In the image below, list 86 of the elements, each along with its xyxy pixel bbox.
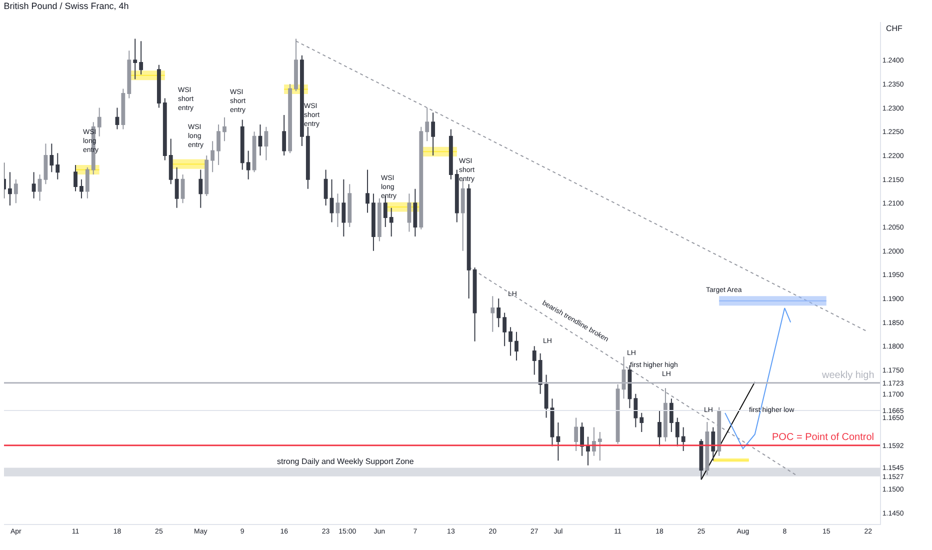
candlestick bbox=[246, 150, 250, 180]
candlestick bbox=[133, 38, 138, 80]
candlestick bbox=[538, 352, 542, 394]
candlestick bbox=[282, 114, 286, 156]
candlestick bbox=[222, 116, 226, 142]
candlestick bbox=[448, 128, 453, 180]
candlestick bbox=[168, 138, 173, 185]
band-label: strong Daily and Weekly Support Zone bbox=[277, 457, 414, 466]
candlestick bbox=[127, 50, 132, 99]
candlestick bbox=[156, 64, 161, 108]
candlestick bbox=[300, 54, 304, 146]
candlestick bbox=[628, 364, 632, 409]
candlestick bbox=[413, 188, 418, 238]
candlestick bbox=[407, 193, 412, 232]
candlestick bbox=[550, 398, 554, 447]
candlestick bbox=[97, 107, 102, 137]
candlestick bbox=[50, 143, 54, 173]
candlestick bbox=[204, 154, 209, 197]
candlestick bbox=[216, 124, 220, 166]
candlestick bbox=[664, 388, 668, 442]
candlestick bbox=[669, 398, 674, 432]
candlestick bbox=[330, 178, 334, 223]
candlestick bbox=[658, 410, 662, 447]
candlestick bbox=[264, 126, 268, 161]
candlestick bbox=[336, 193, 340, 228]
candlestick bbox=[348, 184, 352, 228]
candlestick bbox=[496, 298, 501, 328]
candlestick bbox=[252, 131, 256, 173]
candlestick bbox=[306, 126, 310, 190]
candlestick bbox=[240, 119, 244, 170]
candlestick bbox=[372, 193, 376, 252]
candlestick bbox=[174, 166, 179, 208]
candlestick bbox=[508, 326, 512, 356]
candlestick bbox=[377, 198, 382, 242]
candlestick bbox=[366, 169, 370, 214]
candlestick bbox=[616, 384, 620, 444]
candlestick bbox=[586, 436, 590, 466]
candlestick bbox=[634, 393, 638, 428]
candlestick bbox=[44, 143, 48, 185]
candlestick bbox=[8, 172, 12, 206]
candlestick bbox=[532, 346, 536, 376]
candlestick bbox=[198, 169, 203, 208]
candlestick bbox=[38, 174, 42, 202]
candlestick bbox=[258, 124, 262, 156]
ref-line-label: POC = Point of Control bbox=[772, 432, 874, 443]
candlestick bbox=[431, 112, 436, 156]
candlestick bbox=[162, 98, 167, 161]
candlestick bbox=[580, 422, 584, 456]
candlestick bbox=[502, 312, 507, 347]
candlestick bbox=[121, 88, 126, 130]
candlestick bbox=[425, 107, 430, 142]
candlestick bbox=[598, 431, 602, 462]
candlestick bbox=[622, 356, 626, 400]
candlestick bbox=[32, 172, 36, 199]
candlestick bbox=[544, 374, 548, 418]
candlestick bbox=[472, 267, 477, 342]
candlestick bbox=[139, 40, 144, 75]
candlestick bbox=[454, 169, 459, 223]
chart-title: British Pound / Swiss Franc, 4h bbox=[4, 1, 129, 12]
ref-line-label: weekly high bbox=[821, 370, 874, 381]
candlestick bbox=[85, 166, 90, 199]
candlestick bbox=[389, 207, 394, 238]
candlestick bbox=[592, 426, 596, 456]
candlestick bbox=[324, 169, 328, 206]
candlestick bbox=[640, 412, 644, 432]
candlestick bbox=[705, 421, 710, 476]
candlestick bbox=[288, 83, 292, 154]
candlestick bbox=[115, 107, 120, 130]
candlestick bbox=[14, 178, 18, 204]
candlestick bbox=[717, 406, 722, 456]
candlestick bbox=[74, 164, 78, 192]
candlestick bbox=[681, 426, 686, 452]
candlestick bbox=[80, 178, 84, 199]
candlestick bbox=[711, 426, 716, 462]
y-axis-title: CHF bbox=[886, 24, 903, 33]
candlestick bbox=[342, 178, 346, 238]
candlestick bbox=[180, 174, 185, 204]
candlestick bbox=[556, 422, 560, 462]
candlestick bbox=[574, 417, 578, 452]
candlestick bbox=[56, 152, 60, 180]
candlestick bbox=[210, 140, 215, 173]
candlestick bbox=[419, 126, 424, 230]
candlestick bbox=[490, 296, 495, 332]
candlestick bbox=[514, 331, 518, 361]
candlestick bbox=[466, 184, 471, 300]
candlestick bbox=[675, 417, 680, 447]
